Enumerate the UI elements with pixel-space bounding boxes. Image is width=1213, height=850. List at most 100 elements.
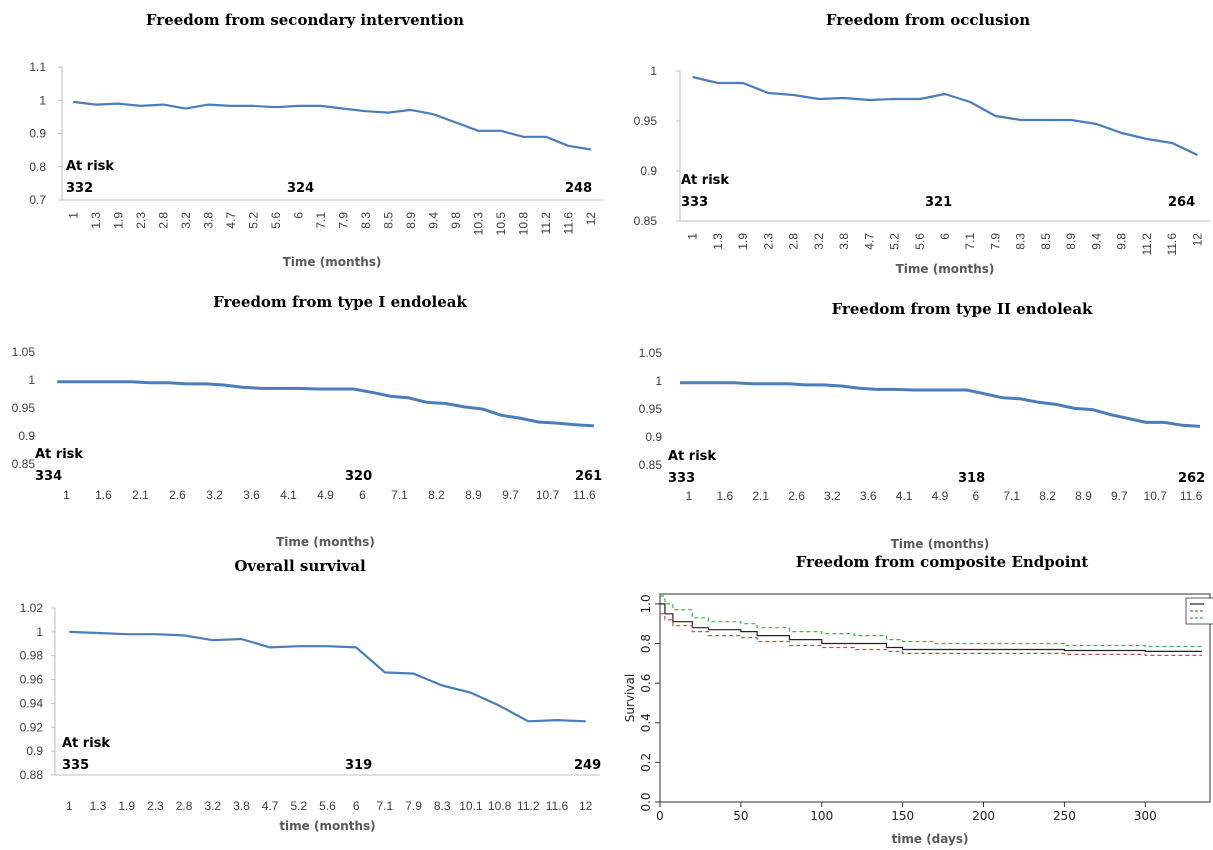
x-tick-label: 3.2 bbox=[204, 799, 221, 813]
x-tick-label: 8.9 bbox=[1075, 489, 1092, 503]
x-tick-label: 4.9 bbox=[317, 488, 334, 502]
x-tick-label: 8.2 bbox=[428, 488, 445, 502]
x-tick-label: 2.6 bbox=[169, 488, 186, 502]
km-curve bbox=[660, 595, 1203, 648]
x-tick-label: 8.9 bbox=[465, 488, 482, 502]
chart-title: Freedom from type II endoleak bbox=[832, 300, 1093, 318]
y-tick-label: 0.9 bbox=[26, 744, 43, 758]
x-tick-label: 7.1 bbox=[377, 799, 394, 813]
x-tick-label: 4.1 bbox=[896, 489, 913, 503]
y-tick-label: 0.85 bbox=[639, 458, 663, 472]
at-risk-label: At risk bbox=[35, 447, 83, 462]
x-tick-label: 8.3 bbox=[1014, 233, 1028, 250]
plot-frame bbox=[659, 593, 1211, 803]
x-tick-label: 7.9 bbox=[405, 799, 422, 813]
x-axis-title: Time (months) bbox=[896, 262, 995, 276]
panel-secondary-intervention: Freedom from secondary intervention 0.7 0.… bbox=[29, 11, 602, 269]
y-tick-label: 0.4 bbox=[639, 713, 653, 732]
x-tick-label: 1.9 bbox=[111, 212, 125, 229]
x-tick-label: 50 bbox=[733, 809, 748, 823]
y-tick-label: 0.98 bbox=[20, 649, 44, 663]
y-tick-label: 0.9 bbox=[640, 164, 657, 178]
x-tick-label: 2.3 bbox=[761, 233, 775, 250]
at-risk-value: 333 bbox=[681, 195, 708, 210]
x-tick-label: 250 bbox=[1053, 809, 1076, 823]
x-tick-label: 2.1 bbox=[752, 489, 769, 503]
x-tick-label: 4.7 bbox=[262, 799, 279, 813]
y-axis-title: Survival bbox=[623, 674, 637, 722]
at-risk-value: 321 bbox=[925, 195, 952, 210]
x-tick-label: 1 bbox=[66, 799, 73, 813]
at-risk-label: At risk bbox=[62, 736, 110, 751]
x-tick-label: 6 bbox=[938, 233, 952, 240]
x-tick-label: 9.7 bbox=[1111, 489, 1128, 503]
at-risk-value: 320 bbox=[345, 469, 372, 484]
x-tick-label: 1.9 bbox=[736, 233, 750, 250]
x-tick-label: 0 bbox=[656, 809, 664, 823]
panel-occlusion: Freedom from occlusion 0.85 0.9 0.95 1 1 1.3 1.… bbox=[634, 11, 1210, 276]
x-tick-label: 6 bbox=[973, 489, 980, 503]
y-tick-label: 0.7 bbox=[29, 193, 46, 207]
x-tick-label: 8.3 bbox=[434, 799, 451, 813]
y-tick-label: 0.9 bbox=[18, 429, 35, 443]
at-risk-value: 335 bbox=[62, 758, 89, 773]
x-tick-label: 9.7 bbox=[502, 488, 519, 502]
x-tick-label: 8.9 bbox=[404, 212, 418, 229]
x-tick-label: 7.9 bbox=[336, 212, 350, 229]
x-tick-label: 2.8 bbox=[156, 212, 170, 229]
x-axis-title: Time (months) bbox=[283, 255, 382, 269]
x-tick-label: 2.8 bbox=[787, 233, 801, 250]
km-curve bbox=[660, 613, 1202, 656]
panel-type-i-endoleak: Freedom from type I endoleak 0.85 0.9 0.95 1… bbox=[12, 293, 603, 549]
x-tick-label: 4.7 bbox=[862, 233, 876, 250]
x-tick-label: 3.8 bbox=[837, 233, 851, 250]
x-tick-label: 150 bbox=[891, 809, 914, 823]
x-tick-label: 10.8 bbox=[516, 212, 530, 236]
x-tick-label: 11.6 bbox=[573, 488, 596, 502]
at-risk-value: 262 bbox=[1178, 471, 1205, 486]
x-tick-label: 10.5 bbox=[494, 212, 508, 236]
x-tick-label: 9.8 bbox=[449, 212, 463, 229]
x-tick-label: 3.2 bbox=[179, 212, 193, 229]
y-tick-label: 0.8 bbox=[29, 160, 46, 174]
at-risk-label: At risk bbox=[681, 173, 729, 188]
y-tick-label: 0.96 bbox=[20, 673, 44, 687]
x-tick-label: 5.6 bbox=[913, 233, 927, 250]
x-tick-label: 11.6 bbox=[1180, 489, 1203, 503]
x-tick-label: 8.9 bbox=[1064, 233, 1078, 250]
at-risk-value: 324 bbox=[287, 181, 314, 196]
x-tick-label: 10.7 bbox=[536, 488, 560, 502]
legend bbox=[1185, 597, 1213, 625]
chart-title: Freedom from composite Endpoint bbox=[796, 553, 1089, 571]
y-tick-label: 0.0 bbox=[639, 792, 653, 811]
x-tick-label: 1 bbox=[66, 212, 80, 219]
x-tick-label: 2.3 bbox=[147, 799, 164, 813]
at-risk-value: 249 bbox=[574, 758, 601, 773]
x-tick-label: 10.7 bbox=[1144, 489, 1168, 503]
x-tick-label: 11.6 bbox=[1165, 233, 1179, 256]
x-axis-title: Time (months) bbox=[276, 535, 375, 549]
series-line bbox=[680, 381, 1201, 428]
panel-composite-endpoint: Freedom from composite Endpoint 0 50 100 150… bbox=[623, 553, 1213, 846]
x-tick-label: 6 bbox=[291, 212, 305, 219]
x-axis-title: time (months) bbox=[279, 819, 375, 833]
x-tick-label: 3.6 bbox=[860, 489, 877, 503]
x-tick-label: 7.1 bbox=[963, 233, 977, 250]
y-tick-label: 0.9 bbox=[29, 127, 46, 141]
km-curve bbox=[660, 603, 1202, 652]
at-risk-value: 332 bbox=[66, 181, 93, 196]
y-tick-label: 1.05 bbox=[639, 346, 663, 360]
chart-title: Freedom from type I endoleak bbox=[213, 293, 467, 311]
y-tick-label: 1 bbox=[36, 625, 43, 639]
x-tick-label: 8.5 bbox=[381, 212, 395, 229]
x-tick-label: 7.1 bbox=[314, 212, 328, 229]
x-axis-title: time (days) bbox=[892, 832, 969, 846]
x-tick-label: 3.8 bbox=[201, 212, 215, 229]
at-risk-label: At risk bbox=[668, 449, 716, 464]
at-risk-value: 334 bbox=[35, 469, 62, 484]
at-risk-value: 261 bbox=[575, 469, 602, 484]
y-tick-label: 1.02 bbox=[20, 601, 44, 615]
y-tick-label: 0.92 bbox=[20, 720, 44, 734]
x-tick-label: 11.2 bbox=[539, 212, 553, 235]
panel-type-ii-endoleak: Freedom from type II endoleak 0.85 0.9 0.95… bbox=[639, 300, 1206, 551]
